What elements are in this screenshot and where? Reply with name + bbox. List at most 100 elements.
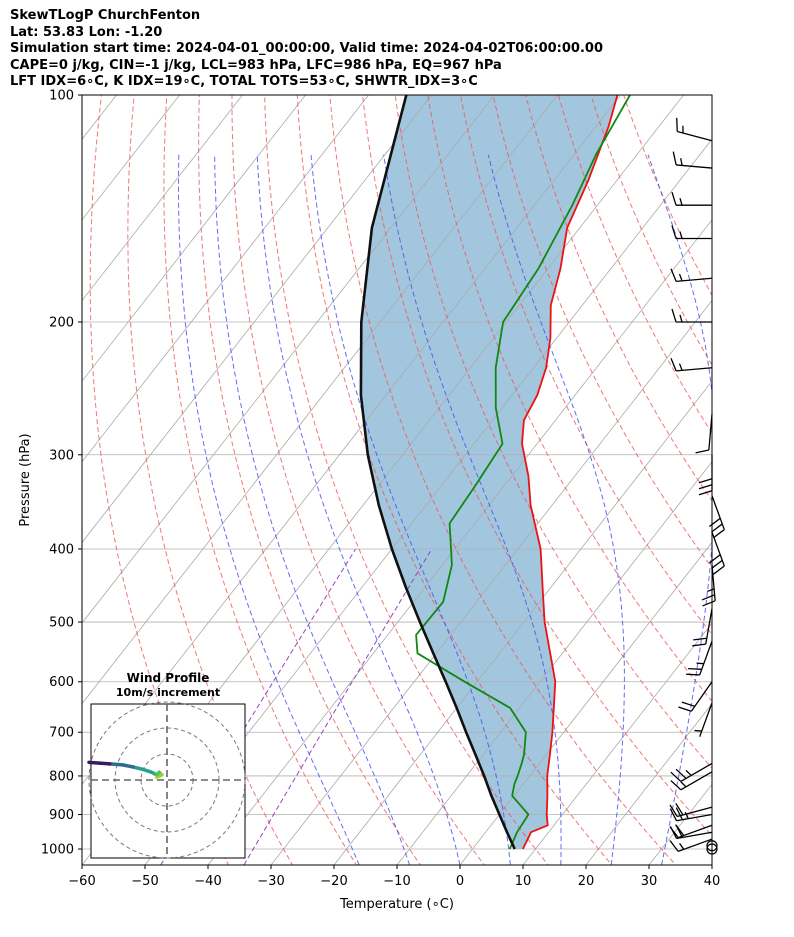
barb-flag <box>670 358 677 372</box>
wind-barb <box>670 358 713 372</box>
dry-adiabat <box>198 95 421 865</box>
isotherm-20 <box>585 703 712 865</box>
x-tick-label: 20 <box>578 874 595 889</box>
wind-barb <box>694 702 713 737</box>
x-tick-label: −50 <box>131 874 158 889</box>
y-tick-label: 600 <box>49 675 74 690</box>
barb-flag <box>693 637 707 641</box>
x-tick-label: 10 <box>515 874 532 889</box>
isotherm-40 <box>711 864 712 865</box>
chart-header: SkewTLogP ChurchFenton Lat: 53.83 Lon: -… <box>10 8 603 91</box>
dry-adiabat <box>394 95 712 769</box>
barb-flag <box>686 673 700 676</box>
series-temperature-line <box>521 95 619 850</box>
hodograph-ring <box>88 701 246 859</box>
time-line: Simulation start time: 2024-04-01_00:00:… <box>10 41 603 56</box>
barb-flag <box>675 803 684 816</box>
wind-barb <box>671 225 712 240</box>
barb-flag <box>669 826 679 838</box>
moist-adiabat <box>256 154 461 865</box>
moist-adiabat <box>647 154 712 865</box>
cape-fill-layer <box>360 95 618 849</box>
x-tick-label: −30 <box>257 874 284 889</box>
y-tick-label: 500 <box>49 616 74 631</box>
wind-barb <box>692 608 713 647</box>
x-tick-label: 40 <box>704 874 721 889</box>
x-tick-label: −20 <box>320 874 347 889</box>
cape-cin-fill <box>360 95 618 849</box>
calm-wind-circle <box>706 843 718 855</box>
wind-barb <box>701 564 716 607</box>
barb-flag <box>672 151 677 166</box>
isotherm--100 <box>82 95 433 544</box>
barb-staff <box>676 813 713 822</box>
isotherm--20 <box>333 380 712 865</box>
profile-layer <box>359 95 631 850</box>
wind-barb <box>706 843 718 855</box>
moist-adiabat <box>487 154 625 865</box>
wind-barb <box>698 454 713 496</box>
barb-flag <box>675 807 684 821</box>
barb-flag <box>698 478 713 484</box>
inset-title: Wind Profile <box>127 671 210 685</box>
y-tick-label: 900 <box>49 808 74 823</box>
wind-barb <box>669 803 713 818</box>
wind-barb <box>678 681 713 712</box>
y-tick-label: 800 <box>49 769 74 784</box>
barb-flag <box>711 523 723 533</box>
barb-half-flag <box>679 314 683 323</box>
wind-barb <box>669 824 713 839</box>
cape-line: CAPE=0 j/kg, CIN=-1 j/kg, LCL=983 hPa, L… <box>10 57 502 73</box>
x-tick-label: 30 <box>641 874 658 889</box>
barb-half-flag <box>679 843 685 850</box>
wind-barb <box>706 840 718 852</box>
isotherm--110 <box>82 95 370 463</box>
barb-flag <box>669 840 679 852</box>
y-tick-label: 100 <box>49 89 74 104</box>
barb-staff <box>676 831 713 840</box>
series-parcel-line <box>359 95 516 850</box>
barb-flag <box>670 268 677 282</box>
wind-barbs-layer <box>669 117 725 855</box>
chart-title: SkewTLogP ChurchFenton <box>10 8 201 23</box>
dry-adiabat <box>163 95 357 865</box>
hodograph-segment <box>121 763 135 769</box>
wind-barb <box>676 117 713 142</box>
isotherm--10 <box>396 461 712 865</box>
barb-flag <box>671 225 677 239</box>
dry-adiabat <box>362 95 712 837</box>
barb-flag <box>681 701 695 707</box>
barb-flag <box>671 308 677 323</box>
isotherm--130 <box>82 95 244 302</box>
barb-flag <box>678 706 692 712</box>
y-tick-label: 1000 <box>41 843 74 858</box>
y-tick-label: 300 <box>49 448 74 463</box>
inset-frame <box>90 703 246 859</box>
mixing-ratio-line <box>243 548 433 865</box>
moist-adiabat <box>711 862 712 865</box>
series-dewpoint-line <box>415 95 631 850</box>
dry-adiabat <box>329 95 677 865</box>
wind-barb <box>670 762 713 782</box>
isotherm--80 <box>82 95 559 705</box>
x-tick-label: −10 <box>383 874 410 889</box>
barb-half-flag <box>679 198 683 206</box>
dry-adiabat <box>557 95 712 434</box>
x-axis-label: Temperature (∘C) <box>339 897 454 912</box>
moist-adiabat <box>178 154 360 865</box>
isotherm-30 <box>648 783 712 865</box>
dry-adiabat <box>590 95 712 366</box>
barb-flag <box>713 529 725 539</box>
barb-flag <box>708 517 721 528</box>
moist-adiabat <box>310 154 511 865</box>
wind-barb <box>670 771 713 791</box>
barb-flag <box>698 484 713 490</box>
barb-flag <box>669 804 678 817</box>
y-tick-label: 400 <box>49 542 74 557</box>
hodograph-segment <box>108 762 125 767</box>
barb-flag <box>713 565 725 575</box>
barb-half-flag <box>696 662 704 665</box>
wind-barb <box>695 414 713 454</box>
dry-adiabat <box>459 95 712 636</box>
